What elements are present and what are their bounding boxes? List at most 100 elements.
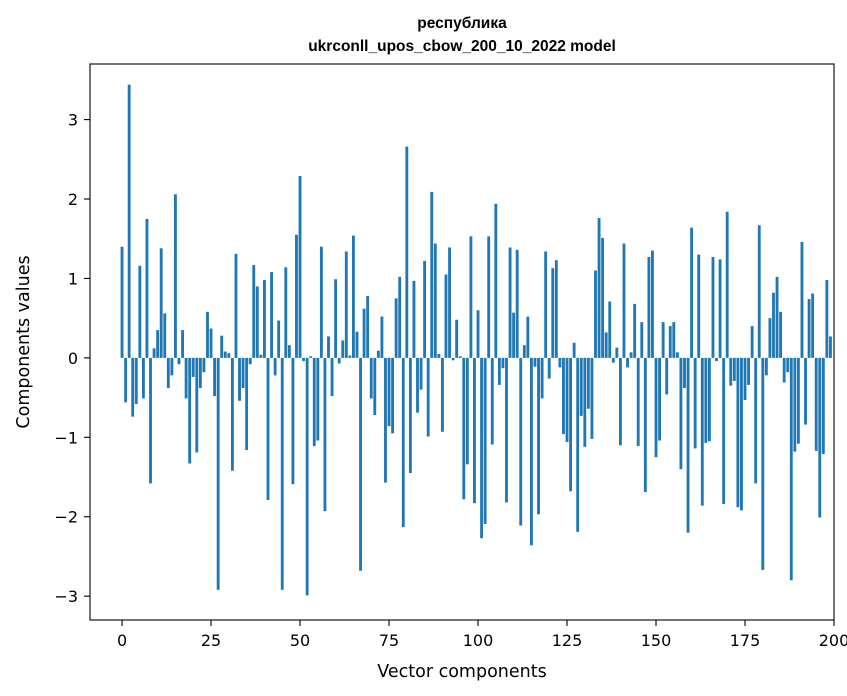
bar: [248, 357, 252, 365]
bar: [747, 357, 750, 385]
bar: [494, 203, 498, 358]
bar: [643, 357, 647, 493]
bar: [704, 357, 708, 443]
bar: [768, 318, 772, 358]
bar: [138, 265, 142, 358]
bar: [640, 322, 644, 358]
bar: [825, 280, 829, 358]
bar: [754, 357, 758, 484]
bar: [775, 276, 779, 358]
bar: [266, 357, 270, 501]
bar: [629, 352, 633, 358]
bar: [141, 357, 145, 399]
bar: [569, 357, 572, 492]
bar: [693, 357, 697, 449]
bar: [255, 286, 259, 358]
bar: [633, 303, 637, 358]
y-axis-ticks: 3 2 1 0 −1 −2 −3: [54, 111, 90, 606]
bar: [618, 357, 622, 446]
bar: [238, 357, 241, 401]
y-tick-label: 1: [68, 269, 78, 288]
bar: [661, 322, 665, 358]
bar: [519, 357, 523, 526]
bar: [412, 280, 416, 358]
bar: [512, 312, 516, 358]
plot-frame: [89, 63, 835, 621]
bar: [159, 248, 163, 358]
bar: [725, 211, 729, 358]
bar: [384, 357, 387, 483]
bar: [444, 274, 448, 358]
bar: [127, 84, 131, 358]
bar: [166, 357, 170, 389]
bar: [220, 335, 224, 358]
bar: [814, 357, 818, 451]
bar: [362, 308, 366, 358]
bar: [740, 357, 743, 511]
bar: [245, 357, 249, 451]
chart-title: республика: [417, 15, 507, 32]
bar: [779, 311, 783, 358]
bar: [334, 279, 338, 358]
bar: [505, 357, 508, 503]
bar: [601, 237, 605, 358]
bar: [163, 313, 167, 358]
bar: [359, 357, 362, 571]
bar: [761, 357, 765, 570]
bar: [448, 247, 451, 358]
bar: [562, 357, 565, 435]
bar: [718, 259, 722, 358]
bar: [804, 357, 807, 425]
bar: [793, 357, 797, 452]
bars-group: [120, 84, 832, 596]
bar: [437, 353, 441, 358]
bar: [241, 357, 245, 389]
bar: [134, 357, 138, 404]
bar: [398, 276, 402, 358]
bar: [597, 218, 601, 358]
bar: [319, 246, 323, 358]
bar: [501, 357, 505, 369]
bar: [462, 357, 466, 500]
bar: [683, 357, 686, 389]
x-tick-label: 75: [379, 631, 399, 650]
chart-subtitle: ukrconll_upos_cbow_200_10_2022 model: [308, 38, 616, 55]
bar: [764, 357, 768, 376]
bar: [665, 357, 669, 395]
bar: [807, 299, 811, 358]
bar: [184, 357, 188, 399]
bar: [576, 357, 580, 532]
x-tick-label: 100: [463, 631, 494, 650]
bar: [786, 357, 790, 373]
bar: [483, 357, 487, 524]
bar: [369, 357, 373, 399]
bar: [344, 251, 348, 358]
bar: [743, 357, 747, 400]
bar: [604, 332, 608, 358]
bar: [380, 316, 384, 358]
bar: [209, 328, 213, 358]
bar: [433, 243, 437, 358]
bar: [234, 253, 238, 358]
bar: [465, 357, 469, 465]
bar: [565, 357, 569, 443]
x-axis-ticks: 0 25 50 75 100 125 150 175 200: [117, 620, 847, 650]
bar: [152, 348, 156, 358]
bar: [533, 357, 537, 367]
bar: [373, 357, 377, 416]
bar: [330, 357, 334, 397]
bar: [309, 356, 313, 358]
bar: [419, 357, 423, 390]
y-tick-label: −3: [54, 587, 78, 606]
bar: [408, 357, 412, 474]
bar: [829, 336, 832, 358]
bar: [515, 249, 519, 358]
bar: [572, 342, 576, 358]
y-tick-label: −1: [54, 428, 78, 447]
bar: [736, 357, 740, 508]
bar: [529, 357, 533, 546]
bar: [455, 319, 459, 358]
y-tick-label: 2: [68, 190, 78, 209]
y-tick-label: 0: [68, 349, 78, 368]
